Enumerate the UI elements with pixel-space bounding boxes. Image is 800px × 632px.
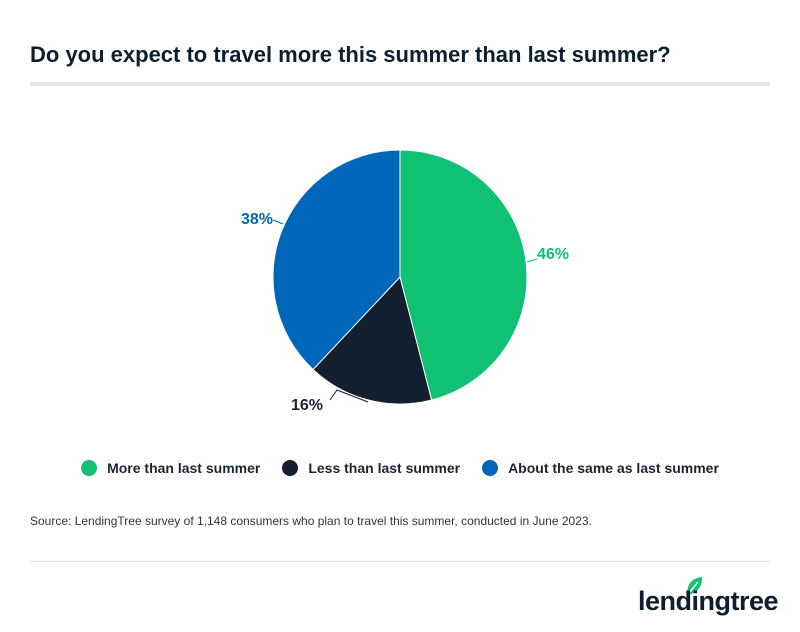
legend-dot bbox=[81, 460, 98, 476]
legend-item-less: Less than last summer bbox=[282, 460, 460, 476]
label-leader-line bbox=[526, 258, 538, 263]
legend: More than last summer Less than last sum… bbox=[0, 460, 800, 476]
label-leader-line bbox=[272, 219, 284, 225]
pie-chart: 46% 16% 38% bbox=[241, 149, 569, 414]
pie-slice bbox=[312, 275, 433, 405]
source-note: Source: LendingTree survey of 1,148 cons… bbox=[30, 514, 592, 528]
title-divider bbox=[30, 82, 770, 86]
legend-label: More than last summer bbox=[107, 460, 261, 476]
pie-slice bbox=[272, 149, 401, 371]
pie-slice bbox=[399, 149, 528, 401]
legend-label: About the same as last summer bbox=[508, 460, 719, 476]
legend-dot bbox=[282, 460, 299, 476]
data-label: 38% bbox=[241, 211, 273, 228]
footer-divider bbox=[30, 561, 770, 562]
leaf-icon bbox=[687, 577, 702, 595]
data-label: 46% bbox=[537, 246, 569, 263]
legend-dot bbox=[482, 460, 499, 476]
data-label: 16% bbox=[291, 397, 323, 414]
label-leader-line bbox=[329, 389, 369, 403]
legend-item-same: About the same as last summer bbox=[482, 460, 719, 476]
legend-item-more: More than last summer bbox=[81, 460, 260, 476]
chart-title: Do you expect to travel more this summer… bbox=[30, 42, 671, 67]
legend-label: Less than last summer bbox=[308, 460, 461, 476]
